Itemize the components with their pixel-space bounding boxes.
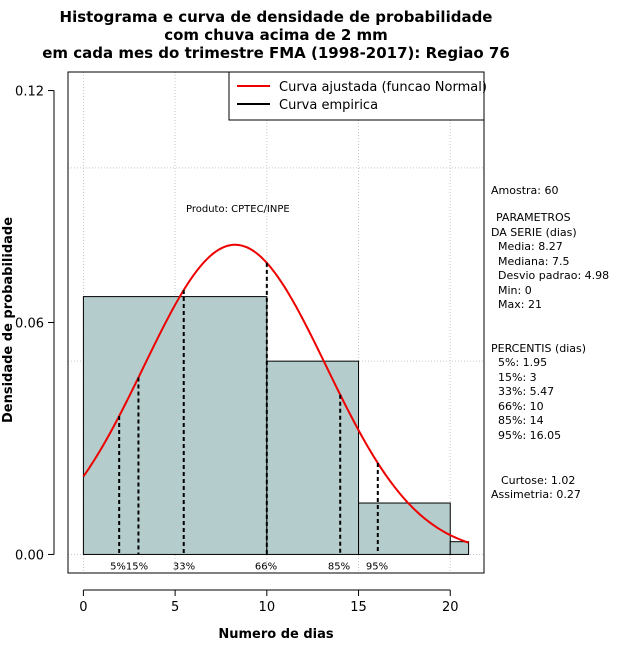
percentile-label-3: 66% xyxy=(255,561,277,572)
legend-label-normal: Curva ajustada (funcao Normal) xyxy=(279,80,487,95)
histogram-bar-1 xyxy=(266,360,360,555)
param-max: Max: 21 xyxy=(498,298,542,311)
normal-curve-line xyxy=(82,243,469,544)
percentile-label-4: 85% xyxy=(328,561,350,572)
x-tick-label-4: 20 xyxy=(442,600,459,615)
percentile-label-0: 5% xyxy=(110,561,126,572)
y-tick-label-1: 0.06 xyxy=(15,317,44,332)
stats-panel: Amostra: 60 PARAMETROS DA SERIE (dias) M… xyxy=(491,184,609,501)
x-tick-label-0: 0 xyxy=(79,600,87,615)
axes: 0 5 10 15 20 0.00 0.06 0.12 xyxy=(15,85,458,615)
params-header-2: DA SERIE (dias) xyxy=(491,226,577,239)
chart-title-line-3: em cada mes do trimestre FMA (1998-2017)… xyxy=(42,44,510,62)
percentil-85: 85%: 14 xyxy=(498,414,544,427)
param-desvio: Desvio padrao: 4.98 xyxy=(498,269,609,282)
percentile-label-2: 33% xyxy=(173,561,195,572)
percentile-lines: 5% 15% 33% 66% 85% 95% xyxy=(110,262,388,572)
percentile-label-5: 95% xyxy=(366,561,388,572)
product-annotation: Produto: CPTEC/INPE xyxy=(186,204,290,215)
params-header-1: PARAMETROS xyxy=(496,211,571,224)
y-tick-label-2: 0.12 xyxy=(15,85,44,100)
histogram-bar-2 xyxy=(358,502,451,555)
histogram-bar-0 xyxy=(82,296,268,555)
histogram-bar-3 xyxy=(449,541,470,555)
stat-assimetria: Assimetria: 0.27 xyxy=(491,488,581,501)
param-min: Min: 0 xyxy=(498,284,532,297)
chart-title-line-1: Histograma e curva de densidade de proba… xyxy=(60,8,493,26)
percentile-label-1: 15% xyxy=(126,561,148,572)
legend: Curva ajustada (funcao Normal) Curva emp… xyxy=(228,71,487,121)
x-axis-label: Numero de dias xyxy=(218,627,334,642)
param-media: Media: 8.27 xyxy=(498,240,563,253)
normal-curve xyxy=(82,243,469,544)
percentil-5: 5%: 1.95 xyxy=(498,356,547,369)
y-axis-label: Densidade de probabilidade xyxy=(1,217,16,423)
percentil-33: 33%: 5.47 xyxy=(498,385,554,398)
x-tick-label-2: 10 xyxy=(259,600,276,615)
y-tick-label-0: 0.00 xyxy=(15,548,44,563)
stat-curtose: Curtose: 1.02 xyxy=(501,474,575,487)
x-tick-label-3: 15 xyxy=(350,600,367,615)
percentil-15: 15%: 3 xyxy=(498,371,537,384)
percentil-66: 66%: 10 xyxy=(498,400,544,413)
x-tick-label-1: 5 xyxy=(171,600,179,615)
param-mediana: Mediana: 7.5 xyxy=(498,255,569,268)
histogram-bars xyxy=(82,296,470,555)
percentil-95: 95%: 16.05 xyxy=(498,429,561,442)
chart-title-line-2: com chuva acima de 2 mm xyxy=(164,26,388,44)
legend-box xyxy=(228,71,485,121)
legend-label-empirical: Curva empirica xyxy=(279,98,378,113)
percentis-header: PERCENTIS (dias) xyxy=(491,342,586,355)
stat-sample: Amostra: 60 xyxy=(491,184,558,197)
